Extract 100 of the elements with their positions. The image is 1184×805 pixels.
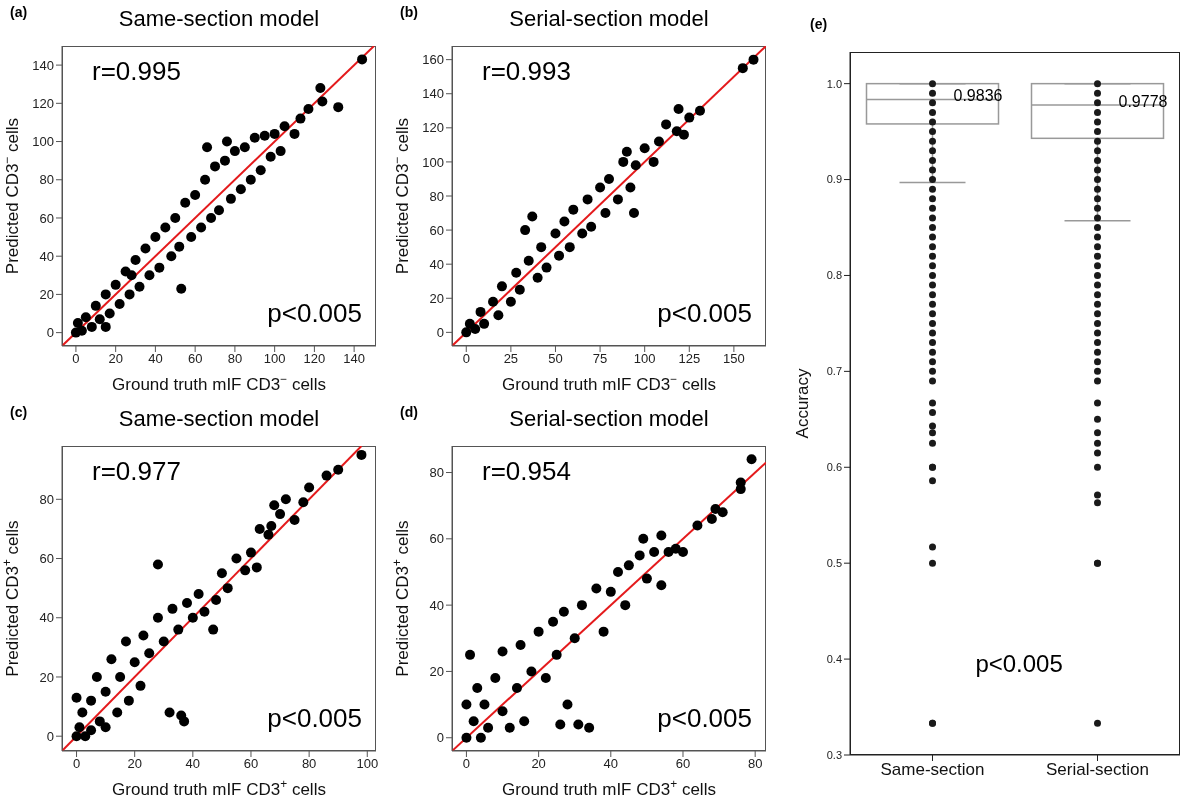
point [623,560,634,571]
annotation: r=0.977 [92,456,181,487]
point [468,716,479,727]
point [554,250,565,261]
annotation: p<0.005 [657,298,752,329]
point [519,716,530,727]
point [249,132,260,143]
x-tick-label: Serial-section [1046,760,1149,780]
point [479,699,490,710]
y-tick-label: 160 [422,52,444,68]
point [160,222,171,233]
point [526,666,537,677]
point [656,580,667,591]
x-tick-label: 0 [72,756,81,772]
point [357,54,368,65]
point [219,155,230,166]
point [115,671,126,682]
y-tick-label: 40 [429,597,444,613]
x-tick-label: 80 [227,351,243,367]
x-tick-label: 0 [462,351,470,367]
point [114,298,125,309]
point [289,515,300,526]
point [488,296,499,307]
point [251,562,262,573]
point [193,589,204,600]
point [235,184,246,195]
point [692,520,703,531]
point [266,520,277,531]
point [514,284,525,295]
point [656,530,667,541]
point [577,228,588,239]
point [479,318,490,329]
point [569,633,580,644]
point [748,54,759,65]
point [208,624,219,635]
text: (b) [400,4,418,20]
point [74,722,85,733]
point [200,174,211,185]
point [120,636,131,647]
chart-title: Serial-section model [508,6,710,32]
annotation: r=0.995 [92,56,181,87]
x-tick-label: 40 [148,351,163,367]
point [289,128,300,139]
point [634,550,645,561]
point [196,222,207,233]
point [520,225,531,236]
point [641,573,652,584]
point [582,194,593,205]
point [303,104,314,115]
point [558,606,569,617]
y-tick-label: 120 [32,95,54,111]
x-tick-label: 100 [633,351,656,367]
point [677,547,688,558]
y-tick-label: 80 [39,172,54,188]
point [673,104,684,115]
y-tick-label: 80 [429,188,444,204]
point [231,553,242,564]
point [240,565,251,576]
point [254,523,265,534]
point [717,507,728,518]
annotation: p<0.005 [267,703,362,734]
point [638,533,649,544]
point [613,566,624,577]
point [630,160,641,171]
point [180,197,191,208]
y-tick-label: 0.3 [826,748,842,761]
point [245,547,256,558]
point [648,156,659,167]
point [694,105,705,116]
point [86,725,97,736]
point [152,612,163,623]
point [321,470,332,481]
point [279,121,290,132]
y-tick-label: 20 [429,290,444,306]
point [91,671,102,682]
point [135,680,146,691]
annotation: r=0.993 [482,56,571,87]
point [186,232,197,243]
y-tick-label: 0.8 [826,269,842,282]
point [100,686,111,697]
y-tick-label: 0 [436,730,444,746]
point [106,654,117,665]
point [176,283,187,294]
point [158,636,169,647]
y-tick-label: 80 [429,465,444,481]
annotation: p<0.005 [267,298,362,329]
y-tick-label: 60 [39,551,54,567]
point [214,205,224,216]
y-tick-label: 60 [429,222,444,238]
point [523,255,534,266]
point [564,242,575,253]
y-tick-label: 40 [429,256,444,272]
point [110,279,121,290]
point [515,639,526,650]
point [505,296,516,307]
text: (c) [10,404,28,420]
point [706,513,717,524]
point [206,212,217,223]
x-tick-label: 50 [548,351,563,367]
y-tick-label: 120 [422,120,444,136]
